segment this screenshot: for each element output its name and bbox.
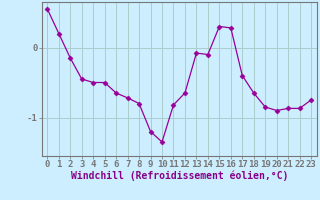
X-axis label: Windchill (Refroidissement éolien,°C): Windchill (Refroidissement éolien,°C) (70, 171, 288, 181)
